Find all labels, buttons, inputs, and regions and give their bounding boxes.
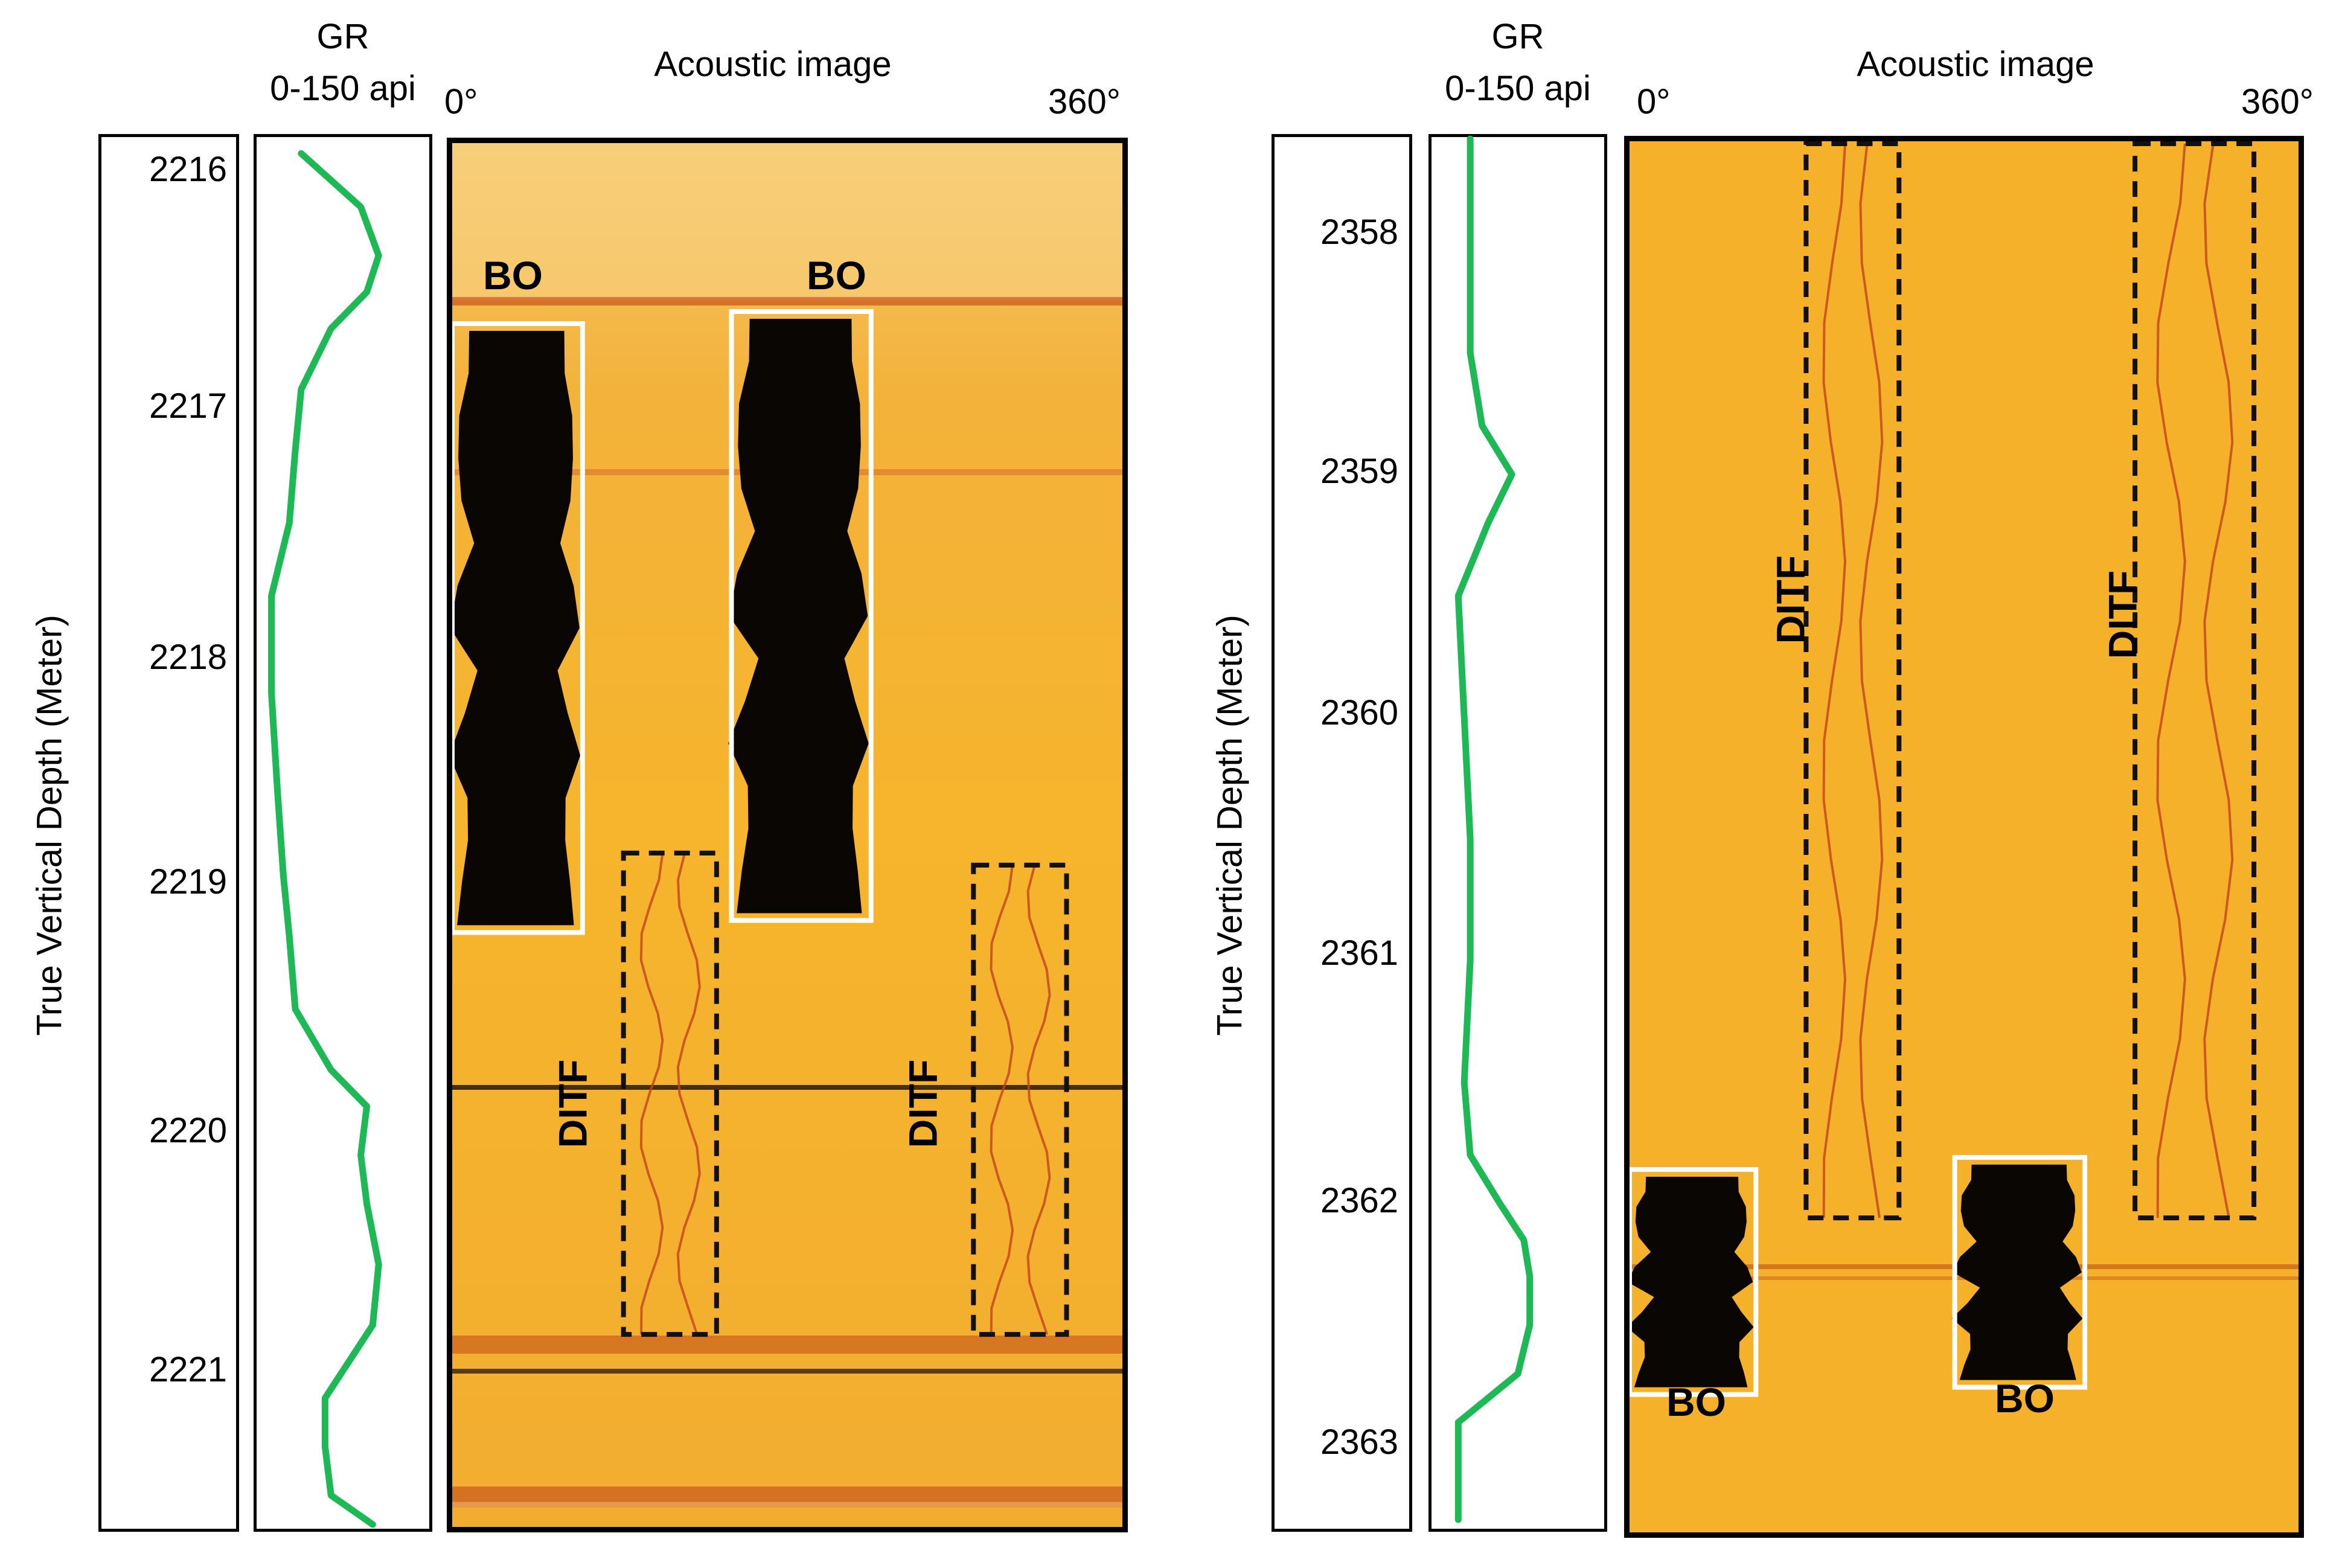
depth-tick-label: 2362 [1320, 1181, 1398, 1220]
depth-tick-label: 2359 [1320, 452, 1398, 491]
azimuth-start-label: 0° [1637, 82, 1671, 121]
ditf-label: DITF [1768, 555, 1813, 644]
depth-tick-label: 2217 [149, 386, 227, 426]
depth-tick-label: 2363 [1320, 1422, 1398, 1462]
left-log-panel: True Vertical Depth (Meter) GR 0-150 api… [0, 0, 1172, 1568]
gr-curve-line [1454, 135, 1534, 1523]
ditf-zone [2132, 141, 2257, 1221]
breakout-body [452, 331, 581, 926]
image-title: Acoustic image [1857, 45, 2094, 84]
gr-curve-line [268, 150, 382, 1528]
ditf-trace [1859, 143, 1884, 1218]
depth-tick-label: 2216 [149, 150, 227, 189]
breakout-box [1952, 1154, 2088, 1390]
ditf-zone [621, 850, 719, 1337]
depth-tick-label: 2360 [1320, 693, 1398, 732]
breakout-label: BO [807, 253, 866, 298]
acoustic-image [447, 138, 1128, 1532]
gr-scale-label: 0-150 api [1445, 69, 1591, 108]
depth-tick-label: 2361 [1320, 933, 1398, 973]
image-overlay [1630, 141, 2257, 1397]
ditf-trace [1026, 865, 1051, 1335]
depth-tick-label: 2218 [149, 638, 227, 677]
depth-tick-label: 2221 [149, 1350, 227, 1389]
breakout-body [728, 319, 869, 914]
acoustic-image [1624, 136, 2304, 1538]
ditf-label: DITF [2100, 570, 2145, 659]
ditf-box [971, 862, 1069, 1337]
ditf-trace [1822, 143, 1847, 1218]
breakout-body [1951, 1164, 2083, 1380]
breakout-label: BO [1995, 1376, 2055, 1421]
gr-title: GR [316, 17, 370, 56]
depth-tick-label: 2220 [149, 1111, 227, 1150]
azimuth-end-label: 360° [1048, 82, 1121, 121]
breakout-zone [452, 321, 585, 935]
left-gr-plot [268, 150, 382, 1528]
ditf-trace [990, 865, 1014, 1335]
breakout-label: BO [1666, 1380, 1726, 1424]
gr-title: GR [1491, 17, 1544, 56]
breakout-box [1630, 1166, 1759, 1397]
breakout-box [452, 321, 585, 935]
ditf-label: DITF [900, 1059, 945, 1148]
ditf-box [621, 850, 719, 1337]
gr-track [1428, 134, 1607, 1532]
depth-tick-label: 2358 [1320, 213, 1398, 252]
image-title: Acoustic image [654, 45, 892, 84]
azimuth-start-label: 0° [444, 82, 478, 121]
ditf-trace [676, 853, 701, 1335]
depth-track [1272, 134, 1412, 1532]
breakout-zone [728, 309, 874, 923]
image-overlay [452, 309, 1069, 1337]
ditf-trace [639, 853, 664, 1335]
ditf-trace [2156, 143, 2186, 1218]
ditf-zone [1803, 141, 1902, 1221]
breakout-body [1630, 1177, 1754, 1387]
breakout-zone [1951, 1154, 2088, 1390]
breakout-zone [1630, 1166, 1759, 1397]
ditf-zone [971, 862, 1069, 1337]
azimuth-end-label: 360° [2241, 82, 2314, 121]
ditf-label: DITF [550, 1059, 595, 1148]
depth-tick-label: 2219 [149, 862, 227, 901]
gr-scale-label: 0-150 api [270, 69, 416, 108]
breakout-box [729, 309, 874, 923]
acoustic-image-texture [1630, 141, 2299, 1532]
ditf-box [2132, 141, 2257, 1221]
depth-track [98, 134, 239, 1532]
breakout-label: BO [483, 253, 543, 298]
right-log-panel: True Vertical Depth (Meter) GR 0-150 api… [1172, 0, 2345, 1568]
right-gr-plot [1454, 135, 1534, 1523]
ditf-trace [2203, 143, 2234, 1218]
